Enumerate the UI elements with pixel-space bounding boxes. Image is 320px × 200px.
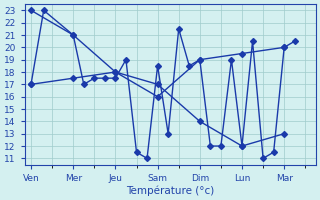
X-axis label: Température (°c): Température (°c): [126, 185, 214, 196]
